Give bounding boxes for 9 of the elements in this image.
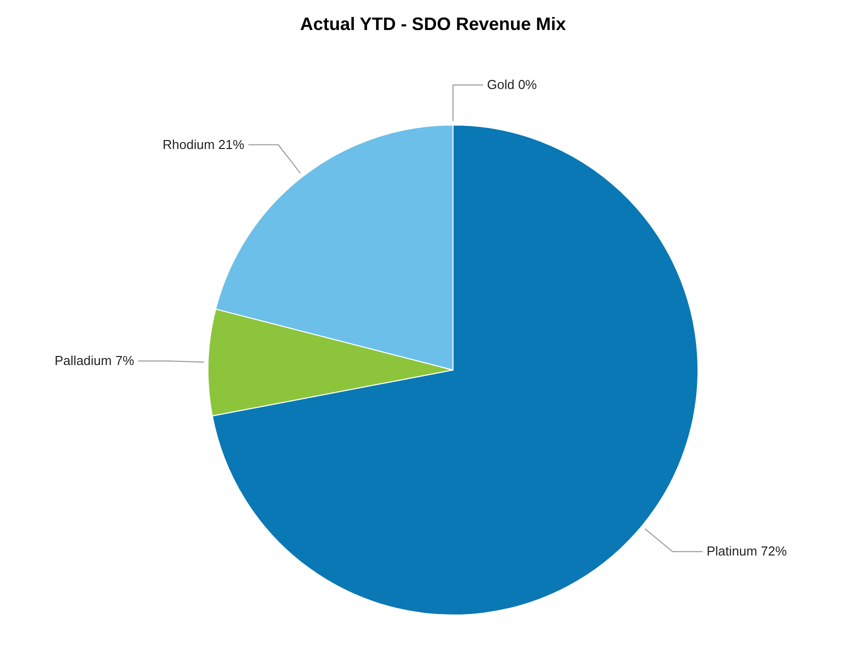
slice-label: Palladium [54, 353, 116, 368]
slice-label: Platinum [706, 544, 761, 559]
slice-label: Rhodium [162, 136, 218, 152]
chart-title: Actual YTD - SDO Revenue Mix [299, 13, 567, 35]
text: 0% [518, 77, 537, 92]
data-label: 21% [218, 136, 245, 152]
category-label: Gold [487, 77, 514, 92]
data-label: 72% [760, 544, 788, 559]
data-label: 7% [115, 353, 135, 368]
